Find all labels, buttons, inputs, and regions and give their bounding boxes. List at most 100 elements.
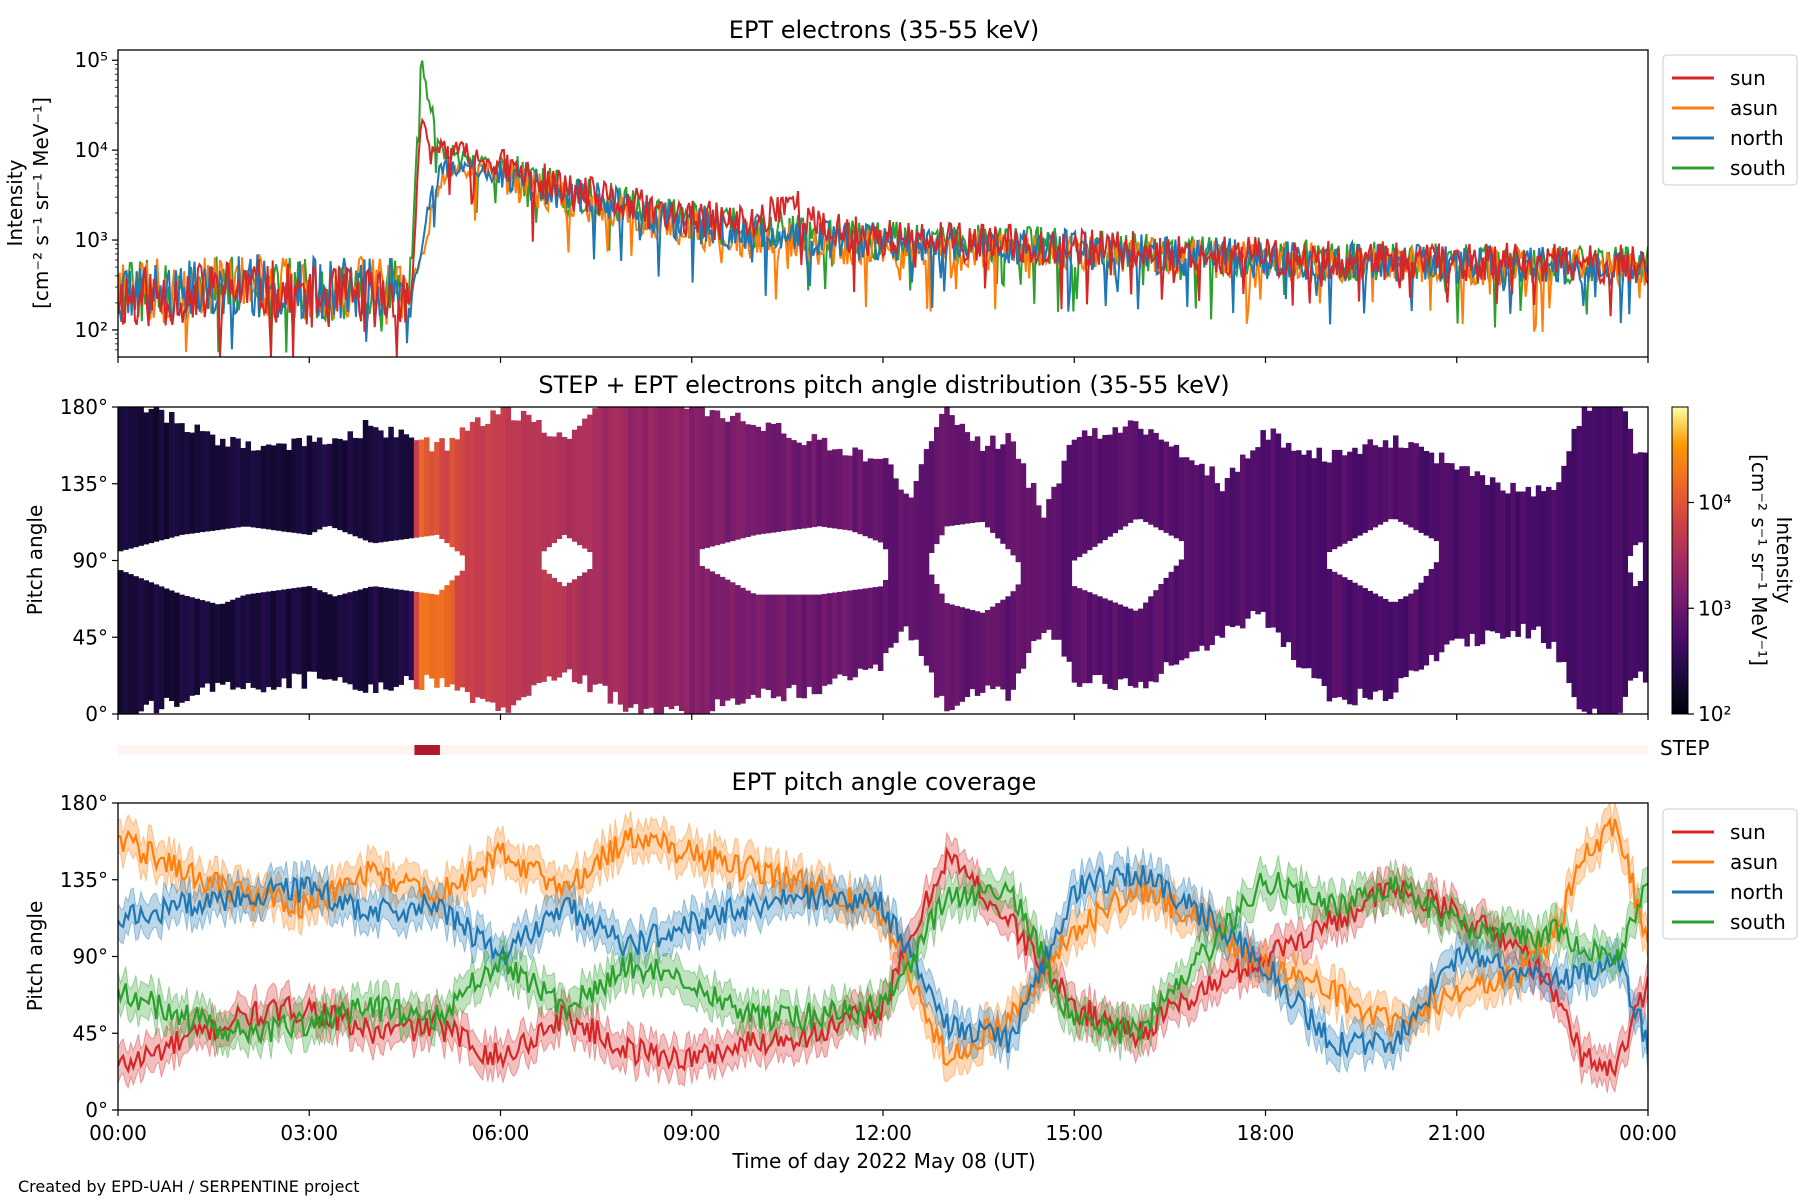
heatmap-cell [1158, 439, 1164, 531]
heatmap-cell [1408, 442, 1414, 528]
heatmap-cell [250, 450, 257, 528]
heatmap-cell [209, 434, 216, 531]
heatmap-cell [735, 412, 741, 540]
heatmap-cell [189, 432, 195, 534]
heatmap-cell [923, 449, 930, 666]
heatmap-cell [842, 455, 848, 530]
heatmap-cell [872, 587, 879, 665]
heatmap-cell [301, 446, 308, 535]
heatmap-cell [1627, 428, 1634, 556]
heatmap-cell [1030, 483, 1037, 641]
heatmap-cell [332, 438, 338, 529]
heatmap-cell [1428, 452, 1435, 539]
heatmap-cell [388, 426, 394, 541]
heatmap-cell [592, 408, 598, 685]
colorbar-tick-label: 10³ [1698, 596, 1731, 620]
panel-intensity-legend: sun asun north south [1662, 54, 1798, 186]
heatmap-cell [1393, 601, 1399, 693]
heatmap-cell [571, 429, 578, 542]
heatmap-cell [230, 599, 236, 690]
colorbar-tick-label: 10⁴ [1698, 491, 1731, 515]
x-axis-label: Time of day 2022 May 08 (UT) [731, 1149, 1035, 1173]
heatmap-cell [424, 437, 430, 537]
heatmap-cell [893, 478, 899, 643]
heatmap-cell [985, 445, 991, 528]
y-tick-label: 90° [73, 549, 108, 573]
heatmap-cell [1530, 496, 1537, 630]
heatmap-cell [393, 437, 399, 541]
heatmap-cell [796, 594, 802, 698]
heatmap-cell [684, 408, 690, 714]
heatmap-cell [872, 458, 879, 541]
heatmap-cell [265, 591, 272, 688]
heatmap-cell [832, 592, 838, 679]
heatmap-cell [770, 423, 777, 533]
heatmap-cell [760, 594, 767, 689]
x-tick-label: 00:00 [89, 1121, 147, 1145]
y-tick-label: 135° [60, 868, 108, 892]
heatmap-cell [663, 407, 670, 707]
heatmap-cell [1597, 407, 1603, 714]
heatmap-cell [286, 450, 292, 533]
heatmap-cell [1387, 447, 1394, 520]
heatmap-cell [240, 595, 246, 690]
heatmap-cell [209, 602, 216, 692]
heatmap-cell [740, 421, 746, 539]
heatmap-cell [1260, 430, 1266, 612]
heatmap-cell [373, 586, 379, 693]
heatmap-cell [1250, 450, 1256, 611]
heatmap-cell [1240, 454, 1246, 629]
heatmap-cell [536, 420, 542, 683]
heatmap-cell [714, 574, 721, 700]
heatmap-cell [235, 438, 241, 528]
heatmap-cell [1505, 493, 1511, 638]
heatmap-cell [383, 437, 389, 542]
heatmap-cell [296, 438, 302, 534]
heatmap-cell [582, 418, 588, 549]
heatmap-cell [1081, 430, 1088, 554]
heatmap-cell [220, 438, 226, 530]
heatmap-cell [837, 591, 843, 675]
heatmap-cell [730, 582, 736, 699]
heatmap-cell [1362, 588, 1368, 698]
heatmap-cell [352, 590, 359, 690]
heatmap-cell [587, 414, 593, 552]
panel-coverage-y-ticks: 0° 45° 90° 135° 180° [60, 791, 118, 1122]
heatmap-cell [1637, 452, 1644, 543]
heatmap-cell [551, 436, 557, 544]
heatmap-cell [1102, 435, 1108, 541]
heatmap-cell [1041, 517, 1047, 633]
heatmap-cell [959, 607, 965, 702]
heatmap-cell [1194, 465, 1200, 652]
heatmap-cell [740, 587, 746, 704]
heatmap-cell [454, 575, 461, 691]
x-tick-label: 18:00 [1237, 1121, 1295, 1145]
heatmap-cell [775, 594, 782, 697]
heatmap-cell [179, 423, 185, 535]
heatmap-cell [724, 579, 731, 701]
heatmap-cell [1143, 434, 1149, 522]
heatmap-cell [781, 594, 787, 702]
heatmap-cell [418, 592, 425, 690]
heatmap-cell [1005, 596, 1011, 701]
heatmap-cell [928, 441, 935, 553]
heatmap-cell [342, 593, 348, 683]
heatmap-cell [1377, 596, 1384, 691]
colorbar-tick-label: 10² [1698, 702, 1731, 726]
panel-coverage-x-ticks: 00:00 03:00 06:00 09:00 12:00 15:00 18:00 21:00… [89, 1110, 1677, 1145]
heatmap-cell [327, 594, 333, 680]
panel-coverage-ylabel: Pitch angle [23, 901, 47, 1012]
heatmap-cell [408, 591, 415, 681]
heatmap-cell [1122, 426, 1129, 527]
heatmap-cell [704, 568, 710, 714]
heatmap-cell [1138, 608, 1144, 682]
heatmap-cell [1209, 466, 1215, 645]
heatmap-cell [888, 464, 894, 648]
y-tick-label: 45° [73, 1021, 108, 1045]
heatmap-cell [1117, 604, 1124, 680]
heatmap-cell [526, 414, 532, 696]
heatmap-cell [459, 427, 466, 556]
x-tick-label: 09:00 [663, 1121, 721, 1145]
heatmap-cell [1352, 582, 1358, 706]
heatmap-cell [1413, 589, 1419, 672]
